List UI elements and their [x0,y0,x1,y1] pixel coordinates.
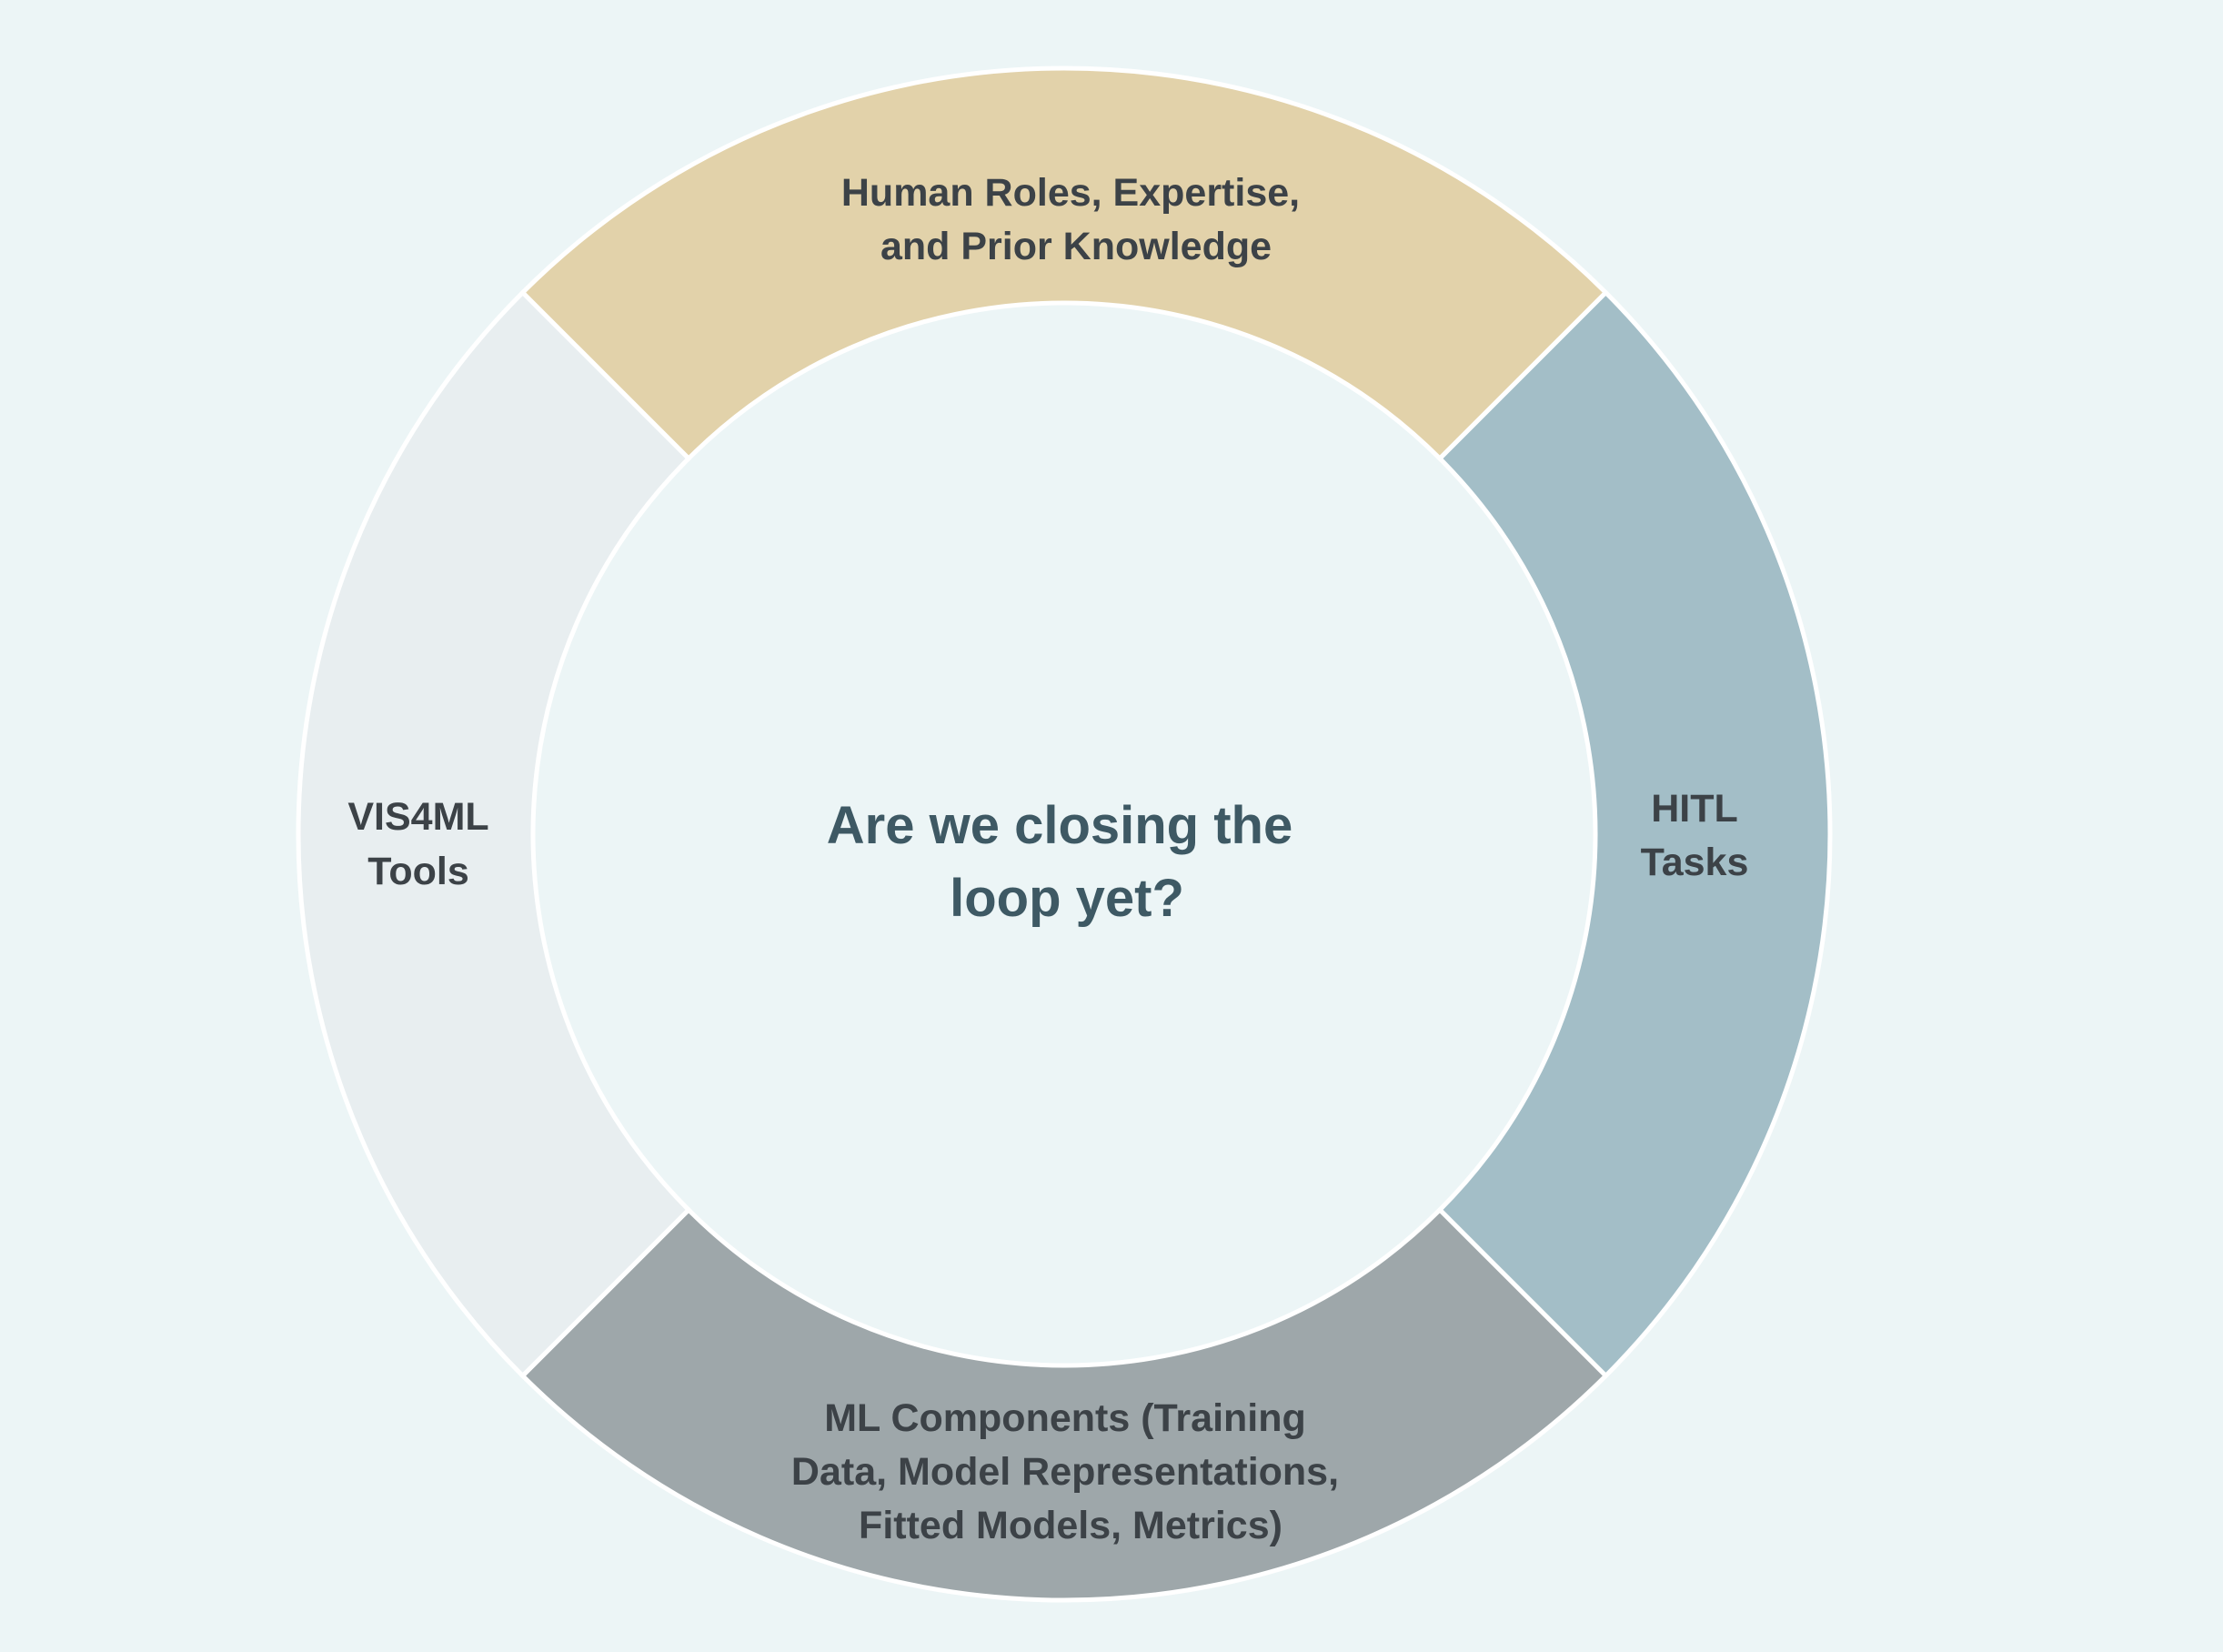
label-hitl-tasks-line-1: HITL [1651,787,1738,831]
label-ml-components-line-2: Data, Model Representations, [791,1450,1339,1494]
label-human-roles-line-2: and Prior Knowledge [880,225,1272,268]
segment-hitl-tasks [1436,289,1833,1379]
segment-vis4ml-tools [296,289,692,1379]
center-question-line-1: Are we closing the [827,796,1293,855]
segment-ml-components [519,1206,1609,1603]
label-hitl-tasks-line-2: Tasks [1641,841,1749,884]
segment-human-roles [519,65,1609,462]
label-vis4ml-tools-line-1: VIS4ML [347,795,488,839]
label-ml-components-line-1: ML Components (Training [824,1396,1306,1440]
label-human-roles-line-1: Human Roles, Expertise, [841,171,1300,215]
center-question-line-2: loop yet? [950,869,1184,928]
label-vis4ml-tools-line-2: Tools [367,850,468,893]
label-ml-components-line-3: Fitted Models, Metrics) [859,1504,1282,1547]
